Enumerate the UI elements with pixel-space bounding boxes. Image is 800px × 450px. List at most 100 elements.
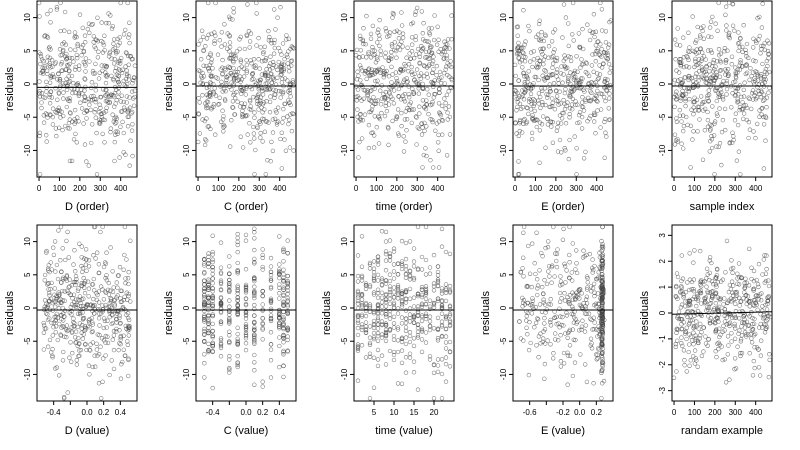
data-point [694, 319, 699, 324]
data-point [206, 287, 211, 292]
data-point [593, 29, 599, 34]
data-point [40, 69, 45, 74]
data-point [109, 358, 114, 363]
data-point [423, 290, 429, 295]
data-point [445, 61, 450, 66]
data-point [387, 296, 393, 302]
data-point [281, 272, 286, 277]
data-point [515, 91, 520, 96]
data-point [727, 377, 732, 382]
data-point [531, 49, 536, 54]
data-point [698, 288, 703, 293]
data-point [51, 74, 57, 80]
data-point [549, 39, 555, 44]
data-point [693, 74, 698, 79]
data-point [118, 99, 124, 104]
data-point [257, 102, 262, 107]
data-point [199, 75, 205, 81]
data-point [61, 90, 66, 95]
data-point [61, 47, 66, 53]
data-point [208, 73, 213, 79]
data-point [678, 63, 683, 69]
data-point [231, 6, 236, 11]
data-point [37, 79, 42, 84]
data-point [277, 285, 282, 290]
data-point [597, 250, 602, 255]
data-point [737, 67, 743, 72]
data-point [288, 102, 293, 108]
data-point [568, 89, 573, 94]
data-point [599, 343, 604, 349]
data-point [674, 68, 679, 73]
data-point [407, 274, 413, 279]
data-point [132, 63, 138, 68]
data-point [215, 52, 221, 57]
data-point [240, 113, 246, 118]
data-point [407, 296, 413, 301]
data-point [201, 63, 206, 68]
data-point [578, 81, 583, 86]
data-point [97, 332, 102, 338]
data-point [542, 68, 547, 73]
data-point [86, 286, 92, 291]
data-point [83, 77, 88, 82]
data-point [423, 55, 428, 60]
data-point [427, 327, 433, 333]
data-point [76, 354, 81, 359]
data-point [701, 36, 706, 41]
data-point [595, 99, 600, 104]
data-point [50, 333, 55, 338]
data-point [717, 326, 722, 331]
data-point [447, 304, 453, 309]
data-point [431, 67, 436, 72]
data-point [399, 336, 405, 342]
data-point [754, 40, 759, 45]
data-point [746, 323, 751, 328]
data-point [235, 325, 240, 330]
data-point [423, 257, 429, 263]
data-point [365, 90, 370, 95]
data-point [417, 73, 422, 79]
data-point [56, 290, 61, 295]
data-point [45, 54, 50, 59]
data-point [234, 72, 239, 77]
data-point [243, 310, 249, 315]
data-point [696, 107, 702, 113]
data-point [375, 338, 381, 344]
data-point [675, 139, 680, 144]
data-point [105, 318, 110, 323]
data-point [387, 284, 393, 289]
data-point [682, 358, 687, 363]
data-point [600, 331, 605, 336]
data-point [78, 307, 83, 312]
data-point [603, 76, 608, 82]
data-point [561, 226, 566, 232]
data-point [677, 59, 682, 65]
data-point [124, 84, 129, 89]
data-point [750, 373, 756, 378]
data-point [713, 75, 719, 81]
data-point [546, 269, 551, 274]
data-point [402, 62, 407, 67]
data-point [64, 57, 69, 62]
y-tick-label: 10 [340, 237, 349, 246]
data-point [691, 260, 696, 265]
data-point [126, 281, 131, 287]
data-point [206, 294, 211, 299]
data-point [210, 329, 215, 334]
data-point [699, 330, 704, 335]
data-point [558, 314, 563, 319]
data-point [121, 333, 126, 338]
data-point [287, 145, 293, 150]
data-point [516, 40, 521, 46]
data-point [580, 76, 585, 81]
data-point [359, 292, 365, 297]
data-point [721, 323, 726, 329]
data-point [274, 110, 279, 115]
data-point [541, 300, 546, 305]
data-point [447, 339, 453, 345]
data-point [109, 73, 114, 79]
data-point [281, 317, 286, 323]
data-point [447, 283, 453, 289]
